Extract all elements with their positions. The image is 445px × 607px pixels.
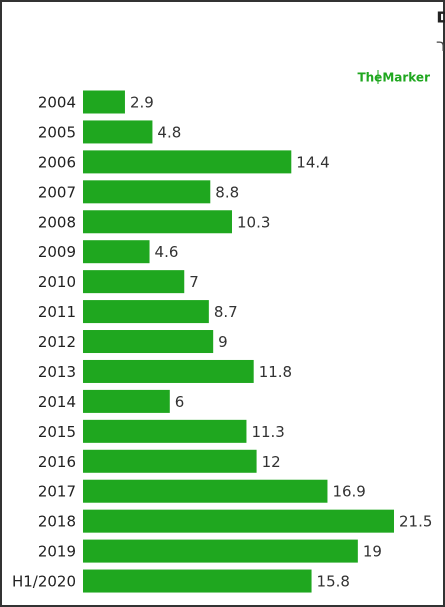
value-label: 6 <box>175 393 185 411</box>
bar <box>83 180 211 204</box>
value-label: 19 <box>363 543 382 561</box>
bar <box>83 300 209 324</box>
value-label: 8.8 <box>215 183 239 201</box>
y-tick-label: 2013 <box>38 363 76 381</box>
y-tick-label: 2012 <box>38 333 76 351</box>
chart-title: מגנט למשקיעים זרים <box>436 4 445 28</box>
bar <box>83 509 394 533</box>
y-tick-label: 2017 <box>38 483 76 501</box>
value-label: 4.8 <box>157 123 181 141</box>
bar <box>83 419 247 443</box>
value-label: 15.8 <box>317 573 350 591</box>
value-label: 10.3 <box>237 213 270 231</box>
bar <box>83 389 170 413</box>
value-label: 21.5 <box>399 513 432 531</box>
y-tick-label: 2007 <box>38 183 76 201</box>
y-tick-label: 2014 <box>38 393 76 411</box>
bar <box>83 210 232 234</box>
value-label: 12 <box>262 453 281 471</box>
y-tick-label: 2009 <box>38 243 76 261</box>
y-tick-label: 2008 <box>38 213 76 231</box>
y-tick-label: 2004 <box>38 94 76 112</box>
source: TheMarker <box>357 71 430 85</box>
y-tick-label: 2018 <box>38 513 76 531</box>
bar <box>83 120 153 144</box>
value-label: 4.6 <box>155 243 179 261</box>
value-label: 14.4 <box>296 153 329 171</box>
bar <box>83 479 328 503</box>
value-label: 8.7 <box>214 303 238 321</box>
y-tick-label: 2005 <box>38 123 76 141</box>
bar <box>83 150 292 174</box>
value-label: 7 <box>189 273 199 291</box>
bar <box>83 330 214 354</box>
y-tick-label: 2011 <box>38 303 76 321</box>
y-tick-label: 2006 <box>38 153 76 171</box>
bar <box>83 240 150 264</box>
y-tick-label: 2019 <box>38 543 76 561</box>
value-label: 11.3 <box>251 423 284 441</box>
y-tick-label: H1/2020 <box>12 573 76 591</box>
value-label: 11.8 <box>259 363 292 381</box>
bar <box>83 90 125 114</box>
bar <box>83 569 312 593</box>
bar <box>83 449 257 473</box>
y-tick-label: 2010 <box>38 273 76 291</box>
value-label: 2.9 <box>130 94 154 112</box>
bar <box>83 270 185 294</box>
y-tick-label: 2016 <box>38 453 76 471</box>
bar <box>83 359 254 383</box>
chart-subtitle: השקעות ישירות של גופים זרים בישראל, במיל… <box>436 36 445 56</box>
value-label: 16.9 <box>332 483 365 501</box>
bar <box>83 539 358 563</box>
y-tick-label: 2015 <box>38 423 76 441</box>
value-label: 9 <box>218 333 228 351</box>
